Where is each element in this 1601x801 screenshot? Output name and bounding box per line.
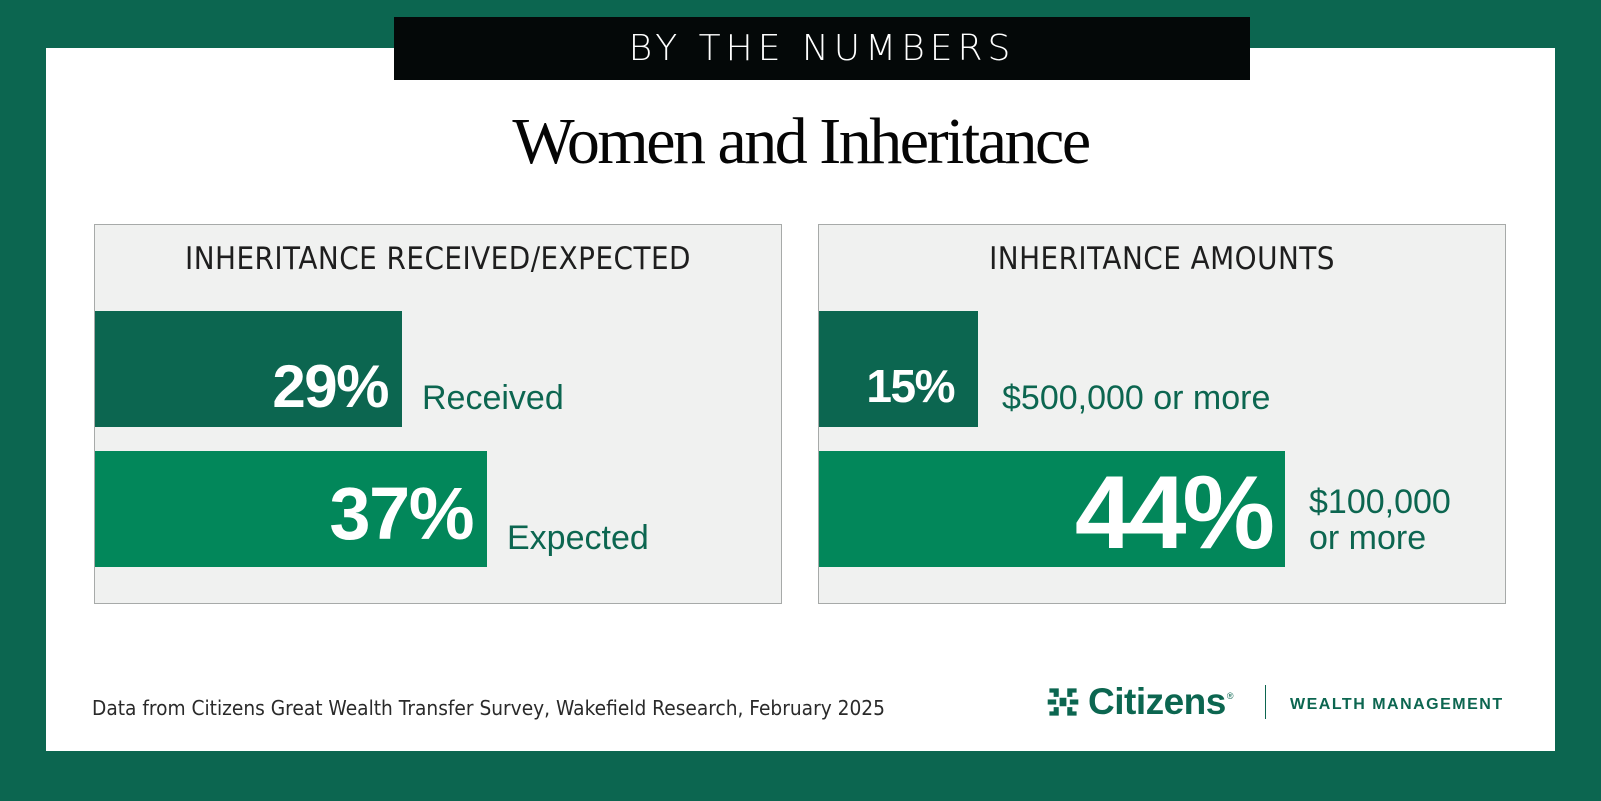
bar-value-label: 37% xyxy=(329,471,474,555)
bar-category-label: Received xyxy=(422,379,564,417)
bar-value-label: 15% xyxy=(866,360,955,412)
source-note: Data from Citizens Great Wealth Transfer… xyxy=(92,696,885,720)
chart-panel-received-expected: INHERITANCE RECEIVED/EXPECTED 29% Receive… xyxy=(94,224,782,604)
bar-category-line: $100,000 xyxy=(1309,483,1451,521)
citizens-logo-icon xyxy=(1047,688,1079,716)
chart-title: INHERITANCE AMOUNTS xyxy=(989,241,1335,277)
bar-category-label: $500,000 or more xyxy=(1002,379,1271,417)
banner-text: BY THE NUMBERS xyxy=(628,28,1016,69)
bar-value-label: 44% xyxy=(1074,454,1275,571)
chart-title: INHERITANCE RECEIVED/EXPECTED xyxy=(185,241,691,277)
logo-division: WEALTH MANAGEMENT xyxy=(1290,696,1504,713)
chart-bar: 44% xyxy=(819,451,1285,571)
chart-bar: 29% xyxy=(95,311,402,427)
chart-bar: 37% xyxy=(95,451,487,567)
registered-mark: ® xyxy=(1226,691,1234,701)
logo-wordmark: Citizens xyxy=(1088,681,1226,722)
logo-divider xyxy=(1265,685,1266,719)
bar-category-line: or more xyxy=(1309,518,1427,557)
bar-category-label: Expected xyxy=(507,519,649,557)
page-title: Women and Inheritance xyxy=(512,105,1091,178)
header-banner: BY THE NUMBERS xyxy=(394,17,1250,80)
chart-panel-amounts: INHERITANCE AMOUNTS 15% $500,000 or more 4… xyxy=(818,224,1506,604)
bar-category-label: $100,000 or more xyxy=(1309,483,1451,557)
bar-category-line: Received xyxy=(422,379,564,417)
chart-bar: 15% xyxy=(819,311,978,427)
bar-category-line: $500,000 or more xyxy=(1002,379,1271,417)
bar-category-line: Expected xyxy=(507,519,649,557)
citizens-logo: Citizens ® xyxy=(1046,679,1234,725)
bar-value-label: 29% xyxy=(272,352,389,420)
